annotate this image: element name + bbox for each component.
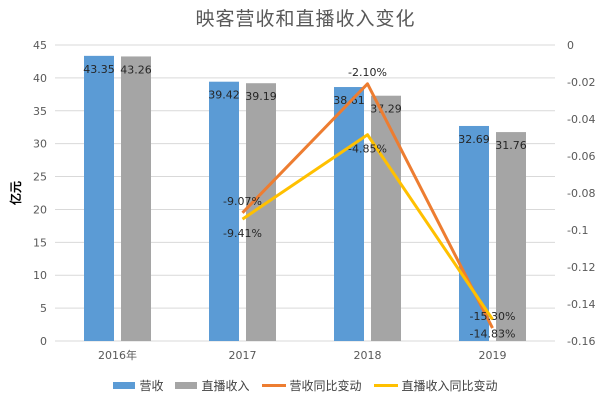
series-line [241,82,494,329]
y2-tick-label: -0.02 [567,76,595,89]
x-tick-label: 2016年 [98,348,137,362]
bar [84,55,114,341]
y2-tick-label: 0 [567,39,574,52]
legend-item-revenue-yoy: 营收同比变动 [261,377,362,394]
legend-swatch-live-yoy [373,384,398,387]
y2-tick-label: -0.06 [567,150,595,163]
bar [496,132,526,341]
y-tick-label: 15 [33,236,47,249]
bar [334,87,364,341]
y-tick-label: 25 [33,171,47,184]
legend-item-revenue: 营收 [113,377,163,394]
legend-label-live-revenue: 直播收入 [201,379,250,393]
bar-data-label: 39.42 [208,89,240,102]
bar-data-label: 43.35 [83,63,115,76]
y-tick-label: 30 [33,138,47,151]
bar-data-label: 32.69 [458,133,490,146]
bar [371,95,401,342]
line-data-label: -9.41% [223,227,262,240]
legend-swatch-revenue [113,382,136,389]
legend-item-live-revenue: 直播收入 [175,377,250,394]
y2-tick-label: -0.14 [567,298,595,311]
line-data-label: -14.83% [470,327,516,340]
y2-tick-label: -0.1 [567,224,588,237]
x-tick-label: 2017 [229,349,257,362]
legend-label-revenue: 营收 [139,379,164,393]
line-data-label: -9.07% [223,195,262,208]
y-tick-label: 20 [33,203,47,216]
bar-data-label: 38.61 [333,94,365,107]
y-tick-label: 35 [33,105,47,118]
legend-label-revenue-yoy: 营收同比变动 [289,379,362,393]
y2-tick-label: -0.08 [567,187,595,200]
legend-swatch-live-revenue [175,382,198,389]
bar-data-label: 31.76 [495,139,527,152]
bar-data-label: 43.26 [120,63,152,76]
chart-title: 映客营收和直播收入变化 [195,8,416,30]
bar [121,56,151,341]
bar-data-label: 39.19 [245,90,277,103]
y-tick-label: 10 [33,269,47,282]
y-tick-label: 45 [33,39,47,52]
x-tick-label: 2019 [479,349,507,362]
y-tick-label: 40 [33,72,47,85]
bar-data-label: 37.29 [370,103,402,116]
legend-swatch-revenue-yoy [261,384,286,387]
legend: 营收 直播收入 营收同比变动 直播收入同比变动 [0,377,611,394]
legend-item-live-yoy: 直播收入同比变动 [373,377,498,394]
y2-tick-label: -0.04 [567,113,595,126]
line-data-label: -4.85% [348,143,387,156]
x-tick-label: 2018 [354,349,382,362]
y-tick-label: 5 [40,302,47,315]
y2-tick-label: -0.12 [567,261,595,274]
line-data-label: -15.30% [470,310,516,323]
y2-tick-label: -0.16 [567,335,595,348]
line-data-label: -2.10% [348,66,387,79]
series-line [241,133,494,321]
legend-label-live-yoy: 直播收入同比变动 [401,379,498,393]
y-tick-label: 0 [40,335,47,348]
y-axis-title: 亿元 [8,181,23,205]
bar [209,81,239,341]
